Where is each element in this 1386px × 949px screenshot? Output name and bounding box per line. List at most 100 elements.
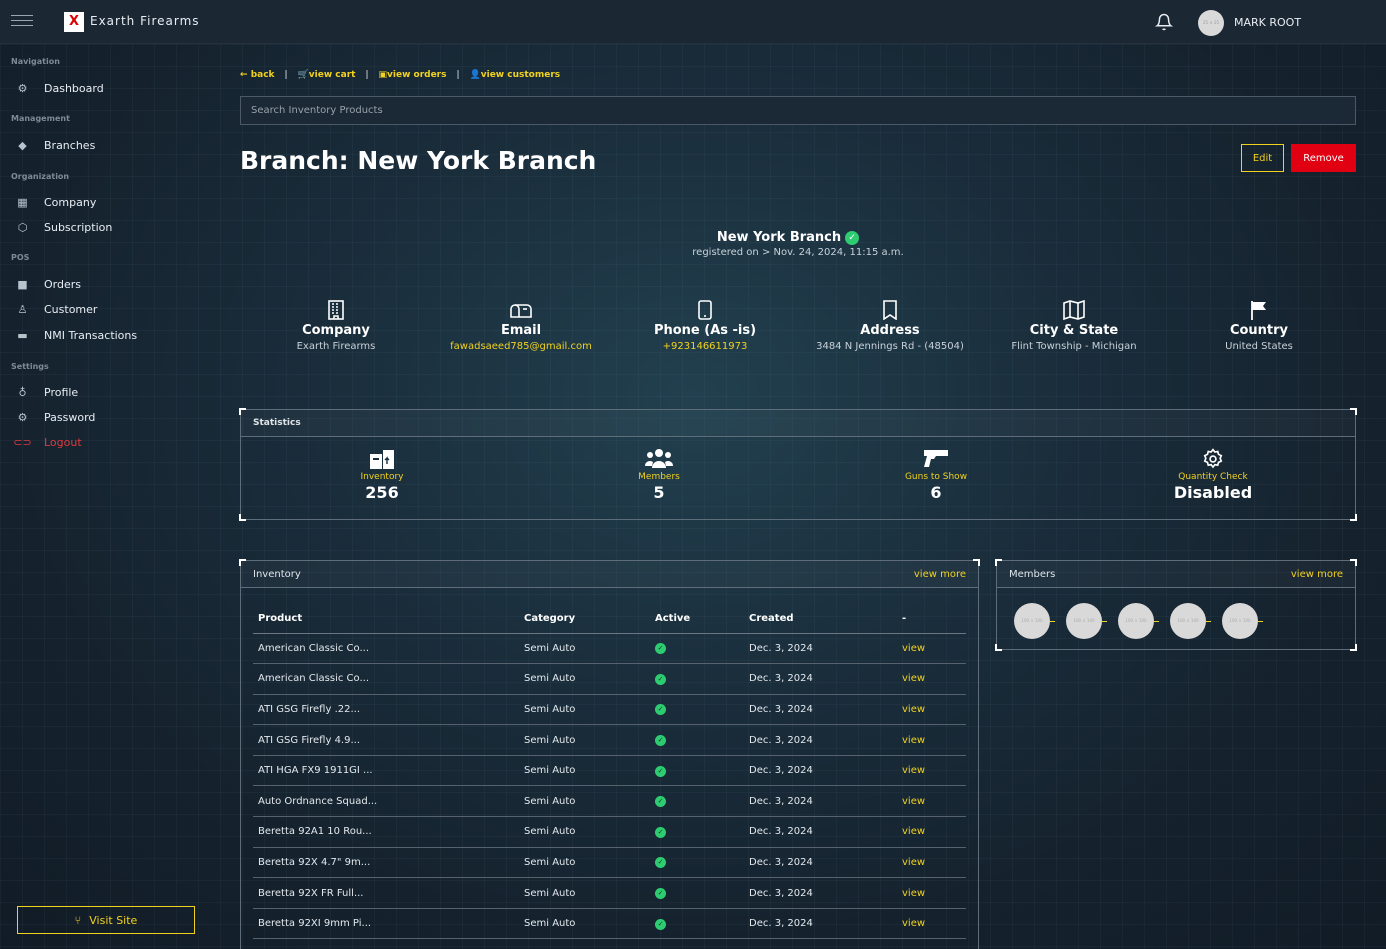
product-cell: ATI GSG Firefly 4.9... xyxy=(253,724,519,756)
view-link[interactable]: view xyxy=(902,703,926,715)
view-orders-link[interactable]: ▣view orders xyxy=(378,70,447,80)
bell-icon[interactable] xyxy=(1155,13,1173,31)
corner xyxy=(239,559,246,566)
member-avatar[interactable]: 100 × 100 xyxy=(1170,603,1206,639)
mailbox-icon xyxy=(421,300,621,322)
gun-icon xyxy=(836,448,1036,472)
action-cell: view xyxy=(897,755,966,787)
members-panel: Members view more xyxy=(995,559,1357,651)
inventory-view-more-link[interactable]: view more xyxy=(913,568,966,580)
remove-button[interactable]: Remove xyxy=(1291,144,1356,172)
action-cell: view xyxy=(897,694,966,726)
member-avatar[interactable]: 100 × 100 xyxy=(1222,603,1258,639)
section-organization: Organization xyxy=(11,172,70,181)
column-header[interactable]: Active xyxy=(650,604,744,634)
section-pos: POS xyxy=(11,253,30,262)
created-cell: Dec. 3, 2024 xyxy=(744,847,897,879)
table-header-row: Product Category Active Created - xyxy=(253,604,966,634)
active-check-icon: ✓ xyxy=(655,796,666,808)
verified-icon: ✓ xyxy=(845,231,860,245)
view-link[interactable]: view xyxy=(902,642,926,654)
member-avatar[interactable]: 100 × 100 xyxy=(1118,603,1154,639)
created-cell: Dec. 3, 2024 xyxy=(744,694,897,726)
inventory-icon xyxy=(282,448,482,472)
sidebar-item-profile[interactable]: ♁ Profile xyxy=(16,383,78,401)
sidebar: Navigation ⚙ Dashboard Management ◆ Branch… xyxy=(0,44,215,949)
active-cell: ✓ xyxy=(650,633,744,665)
column-header[interactable]: Category xyxy=(519,604,650,634)
active-check-icon: ✓ xyxy=(655,888,666,900)
view-link[interactable]: view xyxy=(902,673,926,685)
member-connector xyxy=(1102,621,1107,622)
member-connector xyxy=(1206,621,1211,622)
view-link[interactable]: view xyxy=(902,734,926,746)
map-icon xyxy=(974,300,1174,322)
active-cell: ✓ xyxy=(650,663,744,695)
stat-guns-to-show: Guns to Show 6 xyxy=(836,448,1036,502)
created-cell: Dec. 3, 2024 xyxy=(744,755,897,787)
visit-site-button[interactable]: ⑂ Visit Site xyxy=(17,906,195,934)
corner xyxy=(1350,408,1357,415)
page-title: Branch: New York Branch xyxy=(240,146,597,175)
sidebar-item-dashboard[interactable]: ⚙ Dashboard xyxy=(17,81,104,95)
action-cell: view xyxy=(897,633,966,665)
inventory-panel: Inventory view more xyxy=(239,559,980,949)
view-link[interactable]: view xyxy=(902,826,926,838)
sidebar-item-logout[interactable]: ⊂⊃ Logout xyxy=(13,435,82,449)
action-cell: view xyxy=(897,663,966,695)
registered-date: registered on > Nov. 24, 2024, 11:15 a.m… xyxy=(692,247,904,258)
member-avatar[interactable]: 100 × 100 xyxy=(1066,603,1102,639)
statistics-title: Statistics xyxy=(241,410,1355,437)
column-header: - xyxy=(897,604,966,634)
category-cell: Semi Auto xyxy=(519,724,650,756)
view-customers-link[interactable]: 👤view customers xyxy=(469,70,561,80)
created-cell: Dec. 3, 2024 xyxy=(744,724,897,756)
separator: | xyxy=(456,70,460,80)
view-link[interactable]: view xyxy=(902,887,926,899)
created-cell: Dec. 3, 2024 xyxy=(744,663,897,695)
view-link[interactable]: view xyxy=(902,856,926,868)
member-connector xyxy=(1154,621,1159,622)
box-icon: ⬡ xyxy=(17,220,28,234)
table-row: Beretta 92A1 10 Rou... Semi Auto ✓ Dec. 3, … xyxy=(253,816,966,848)
members-view-more-link[interactable]: view more xyxy=(1290,568,1343,580)
members-icon xyxy=(559,448,759,472)
active-cell: ✓ xyxy=(650,908,744,940)
sidebar-item-subscription[interactable]: ⬡ Subscription xyxy=(17,220,113,234)
card-icon: ▬ xyxy=(17,328,28,342)
sidebar-item-company[interactable]: ▦ Company xyxy=(17,195,97,209)
user-avatar[interactable]: 25 × 25 xyxy=(1198,10,1224,36)
sidebar-item-password[interactable]: ⚙ Password xyxy=(17,410,96,424)
menu-icon[interactable] xyxy=(11,15,33,29)
back-link[interactable]: ← back xyxy=(240,70,275,80)
sidebar-item-orders[interactable]: ■ Orders xyxy=(17,277,81,291)
view-link[interactable]: view xyxy=(902,795,926,807)
created-cell: Dec. 3, 2024 xyxy=(744,785,897,818)
corner xyxy=(995,644,1002,651)
sidebar-item-nmi-transactions[interactable]: ▬ NMI Transactions xyxy=(17,328,138,342)
view-cart-link[interactable]: 🛒view cart xyxy=(297,70,356,80)
table-row: American Classic Co... Semi Auto ✓ Dec. 3, … xyxy=(253,633,966,665)
view-link[interactable]: view xyxy=(902,918,926,930)
active-cell: ✓ xyxy=(650,724,744,756)
category-cell: Semi Auto xyxy=(519,663,650,695)
product-cell: ATI HGA FX9 1911GI ... xyxy=(253,755,519,787)
product-cell: Beretta 92XI 9mm Pi... xyxy=(253,908,519,940)
member-avatar[interactable]: 100 × 100 xyxy=(1014,603,1050,639)
view-link[interactable]: view xyxy=(902,765,926,777)
active-cell: ✓ xyxy=(650,877,744,909)
statistics-panel: Statistics xyxy=(239,408,1357,521)
sidebar-item-branches[interactable]: ◆ Branches xyxy=(16,136,95,154)
category-cell: Semi Auto xyxy=(519,785,650,818)
sidebar-item-customer[interactable]: ♙ Customer xyxy=(17,302,98,316)
column-header[interactable]: Created xyxy=(744,604,897,634)
edit-button[interactable]: Edit xyxy=(1241,144,1284,172)
product-cell: ATI GSG Firefly .22... xyxy=(253,694,519,726)
logout-icon: ⊂⊃ xyxy=(13,435,32,449)
phone-icon xyxy=(605,300,805,322)
user-name[interactable]: MARK ROOT xyxy=(1234,16,1302,29)
stat-members: Members 5 xyxy=(559,448,759,502)
column-header[interactable]: Product xyxy=(253,604,519,634)
table-row: American Classic Co... Semi Auto ✓ Dec. 3, … xyxy=(253,663,966,695)
search-input[interactable] xyxy=(240,96,1356,125)
